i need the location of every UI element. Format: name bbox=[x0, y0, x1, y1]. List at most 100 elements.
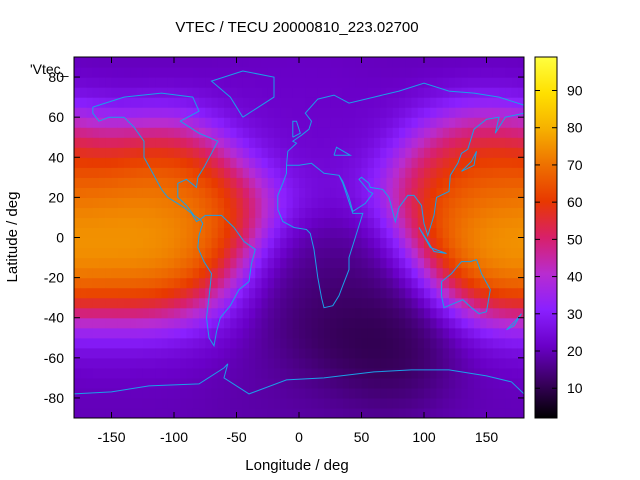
heatmap-cell bbox=[130, 217, 138, 229]
heatmap-cell bbox=[86, 77, 94, 88]
heatmap-cell bbox=[442, 167, 450, 178]
heatmap-cell bbox=[217, 247, 225, 259]
heatmap-cell bbox=[99, 167, 106, 178]
heatmap-cell bbox=[130, 287, 138, 299]
heatmap-cell bbox=[411, 117, 419, 128]
heatmap-cell bbox=[349, 297, 356, 309]
heatmap-cell bbox=[249, 377, 256, 389]
heatmap-cell bbox=[174, 377, 181, 389]
heatmap-cell bbox=[411, 87, 419, 98]
heatmap-cell bbox=[317, 317, 325, 329]
heatmap-cell bbox=[86, 227, 94, 239]
heatmap-cell bbox=[480, 287, 488, 299]
heatmap-cell bbox=[380, 187, 388, 198]
heatmap-cell bbox=[111, 387, 119, 399]
heatmap-cell bbox=[255, 147, 263, 158]
heatmap-cell bbox=[455, 237, 463, 249]
heatmap-cell bbox=[499, 367, 506, 379]
heatmap-cell bbox=[461, 377, 469, 389]
heatmap-cell bbox=[399, 227, 406, 239]
heatmap-cell bbox=[117, 217, 125, 229]
heatmap-cell bbox=[417, 147, 425, 158]
heatmap-cell bbox=[161, 357, 169, 369]
heatmap-cell bbox=[436, 257, 444, 269]
heatmap-cell bbox=[430, 197, 438, 209]
heatmap-cell bbox=[255, 317, 263, 329]
heatmap-cell bbox=[292, 397, 300, 409]
heatmap-cell bbox=[505, 147, 513, 158]
heatmap-cell bbox=[149, 127, 156, 138]
heatmap-cell bbox=[499, 77, 506, 88]
heatmap-cell bbox=[167, 347, 175, 359]
heatmap-cell bbox=[449, 407, 456, 418]
heatmap-cell bbox=[330, 157, 338, 168]
heatmap-cell bbox=[411, 377, 419, 389]
heatmap-cell bbox=[286, 157, 294, 168]
heatmap-cell bbox=[455, 397, 463, 409]
heatmap-cell bbox=[336, 57, 344, 68]
heatmap-cell bbox=[455, 167, 463, 178]
heatmap-cell bbox=[117, 97, 125, 108]
heatmap-cell bbox=[161, 287, 169, 299]
heatmap-cell bbox=[117, 107, 125, 118]
heatmap-cell bbox=[149, 57, 156, 68]
heatmap-cell bbox=[249, 337, 256, 349]
heatmap-cell bbox=[267, 77, 275, 88]
heatmap-cell bbox=[105, 127, 113, 138]
heatmap-cell bbox=[142, 197, 150, 209]
heatmap-cell bbox=[86, 167, 94, 178]
heatmap-cell bbox=[386, 357, 394, 369]
heatmap-cell bbox=[255, 377, 263, 389]
heatmap-cell bbox=[511, 217, 519, 229]
heatmap-cell bbox=[274, 397, 281, 409]
heatmap-cell bbox=[199, 247, 206, 259]
heatmap-cell bbox=[505, 257, 513, 269]
heatmap-cell bbox=[499, 247, 506, 259]
heatmap-cell bbox=[467, 277, 475, 289]
heatmap-cell bbox=[330, 87, 338, 98]
heatmap-cell bbox=[405, 367, 413, 379]
heatmap-cell bbox=[217, 187, 225, 198]
heatmap-cell bbox=[324, 397, 331, 409]
heatmap-cell bbox=[374, 167, 381, 178]
heatmap-cell bbox=[411, 137, 419, 148]
heatmap-cell bbox=[167, 357, 175, 369]
heatmap-cell bbox=[486, 77, 494, 88]
heatmap-cell bbox=[511, 297, 519, 309]
heatmap-cell bbox=[255, 137, 263, 148]
heatmap-cell bbox=[161, 377, 169, 389]
heatmap-cell bbox=[292, 257, 300, 269]
heatmap-cell bbox=[92, 257, 100, 269]
heatmap-cell bbox=[311, 137, 319, 148]
heatmap-cell bbox=[511, 317, 519, 329]
heatmap-cell bbox=[392, 107, 400, 118]
heatmap-cell bbox=[86, 347, 94, 359]
heatmap-cell bbox=[417, 347, 425, 359]
heatmap-cell bbox=[367, 77, 375, 88]
y-tick-label: 0 bbox=[56, 230, 64, 246]
heatmap-cell bbox=[224, 227, 231, 239]
heatmap-cell bbox=[267, 387, 275, 399]
heatmap-cell bbox=[86, 87, 94, 98]
heatmap-cell bbox=[374, 327, 381, 339]
heatmap-cell bbox=[211, 247, 219, 259]
heatmap-cell bbox=[249, 227, 256, 239]
heatmap-cell bbox=[292, 347, 300, 359]
heatmap-cell bbox=[149, 107, 156, 118]
heatmap-cell bbox=[324, 297, 331, 309]
heatmap-cell bbox=[417, 137, 425, 148]
heatmap-cell bbox=[92, 397, 100, 409]
heatmap-cell bbox=[224, 387, 231, 399]
heatmap-cell bbox=[330, 347, 338, 359]
heatmap-cell bbox=[111, 87, 119, 98]
heatmap-cell bbox=[386, 287, 394, 299]
heatmap-cell bbox=[286, 267, 294, 279]
heatmap-cell bbox=[386, 257, 394, 269]
heatmap-cell bbox=[436, 357, 444, 369]
heatmap-cell bbox=[117, 357, 125, 369]
heatmap-cell bbox=[161, 157, 169, 168]
heatmap-cell bbox=[255, 227, 263, 239]
heatmap-cell bbox=[517, 227, 524, 239]
heatmap-cell bbox=[305, 107, 313, 118]
heatmap-cell bbox=[217, 267, 225, 279]
